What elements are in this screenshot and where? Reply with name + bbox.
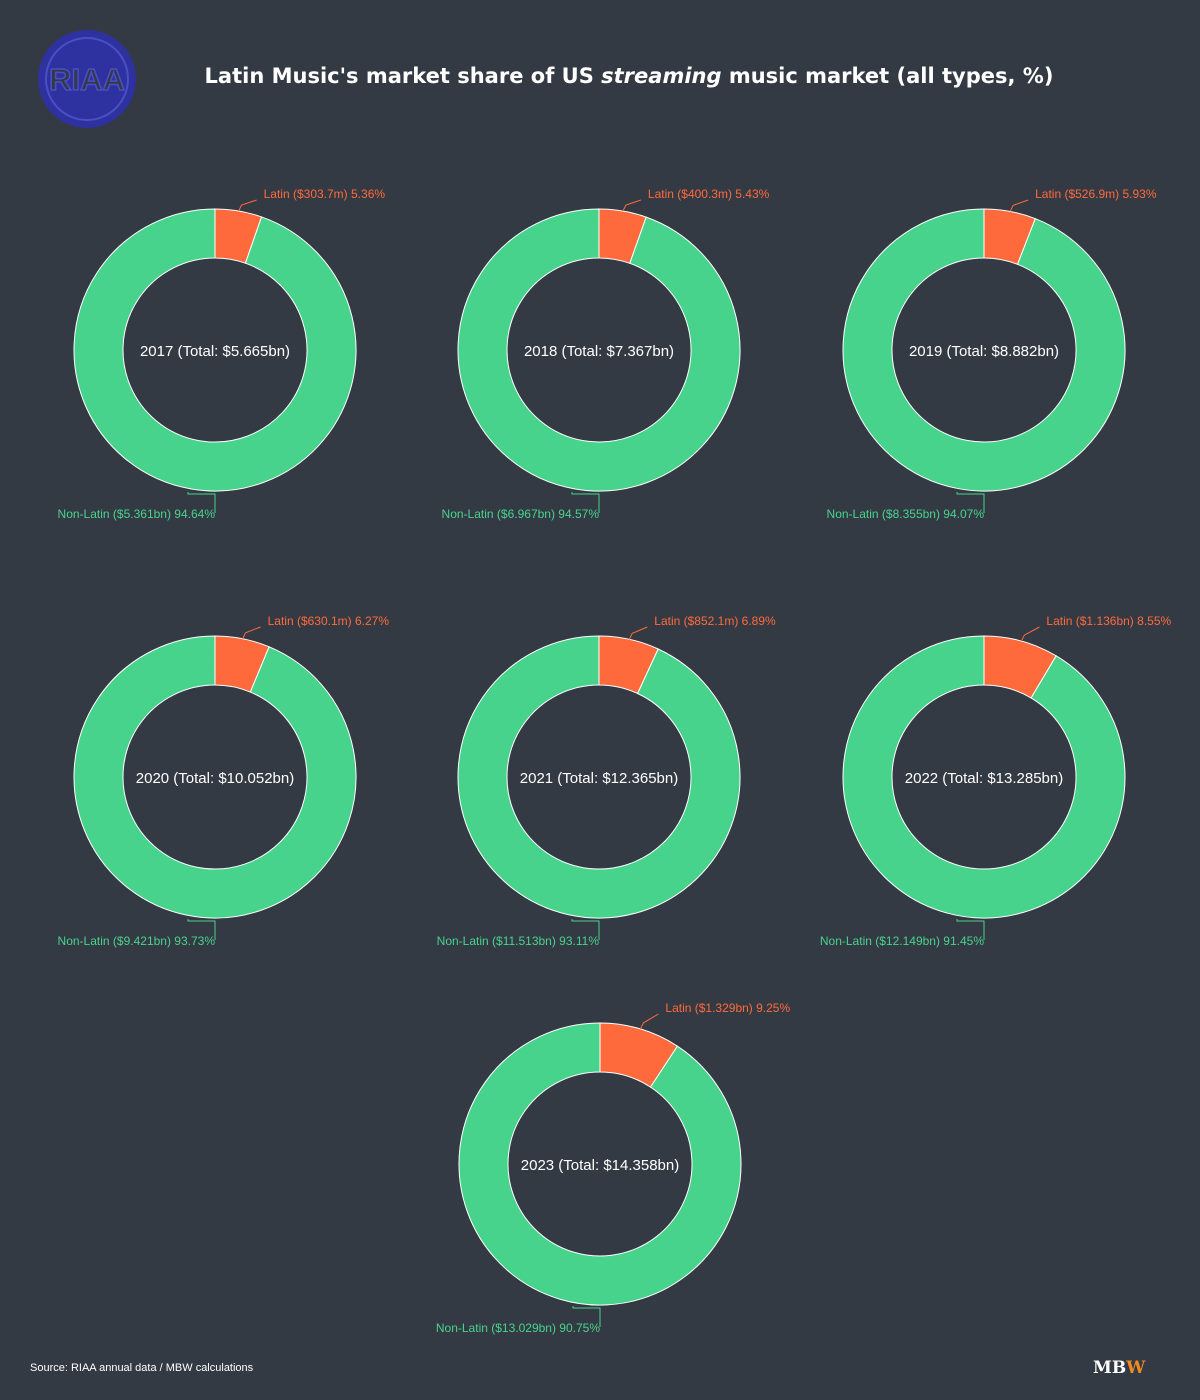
latin-slice-label: Latin ($1.329bn) 9.25% bbox=[665, 1001, 790, 1015]
non-latin-slice bbox=[457, 635, 741, 919]
latin-leader-line bbox=[1020, 626, 1040, 642]
latin-slice-label: Latin ($400.3m) 5.43% bbox=[648, 187, 770, 201]
latin-leader-line bbox=[1009, 199, 1029, 212]
non-latin-leader-line bbox=[187, 919, 216, 940]
non-latin-leader-line bbox=[956, 919, 985, 940]
non-latin-slice-label: Non-Latin ($9.421bn) 93.73% bbox=[58, 934, 216, 948]
latin-leader-line bbox=[242, 626, 261, 639]
center-label: 2022 (Total: $13.285bn) bbox=[905, 770, 1063, 787]
donut-chart: 2020 (Total: $10.052bn) Latin ($630.1m) 6… bbox=[58, 614, 390, 948]
non-latin-slice-label: Non-Latin ($5.361bn) 94.64% bbox=[58, 507, 216, 521]
latin-slice-label: Latin ($630.1m) 6.27% bbox=[268, 614, 390, 628]
non-latin-leader-line bbox=[187, 492, 216, 513]
donut-chart: 2021 (Total: $12.365bn) Latin ($852.1m) 6… bbox=[437, 614, 776, 948]
non-latin-slice bbox=[457, 208, 741, 492]
non-latin-slice-label: Non-Latin ($13.029bn) 90.75% bbox=[436, 1321, 600, 1335]
non-latin-leader-line bbox=[571, 919, 600, 940]
non-latin-slice-label: Non-Latin ($6.967bn) 94.57% bbox=[442, 507, 600, 521]
center-label: 2021 (Total: $12.365bn) bbox=[520, 770, 678, 787]
center-label: 2018 (Total: $7.367bn) bbox=[524, 343, 674, 360]
center-label: 2017 (Total: $5.665bn) bbox=[140, 343, 290, 360]
center-label: 2023 (Total: $14.358bn) bbox=[521, 1157, 679, 1174]
source-note: Source: RIAA annual data / MBW calculati… bbox=[30, 1362, 254, 1374]
chart-title: Latin Music's market share of US streami… bbox=[0, 64, 1200, 88]
latin-slice-label: Latin ($1.136bn) 8.55% bbox=[1046, 614, 1171, 628]
latin-slice-label: Latin ($852.1m) 6.89% bbox=[654, 614, 776, 628]
title-prefix: Latin Music's market share of US bbox=[204, 64, 602, 88]
non-latin-leader-line bbox=[956, 492, 985, 513]
non-latin-slice bbox=[458, 1022, 742, 1306]
donut-chart: 2017 (Total: $5.665bn) Latin ($303.7m) 5.… bbox=[58, 187, 386, 521]
non-latin-slice bbox=[73, 635, 357, 919]
non-latin-slice-label: Non-Latin ($11.513bn) 93.11% bbox=[437, 934, 600, 948]
riaa-logo-text: RIAA bbox=[49, 62, 125, 97]
latin-leader-line bbox=[622, 199, 642, 212]
non-latin-slice-label: Non-Latin ($12.149bn) 91.45% bbox=[820, 934, 984, 948]
mbw-logo-mb: MB bbox=[1093, 1358, 1127, 1378]
latin-leader-line bbox=[238, 199, 257, 212]
latin-slice-label: Latin ($526.9m) 5.93% bbox=[1035, 187, 1157, 201]
non-latin-slice bbox=[842, 635, 1126, 919]
donut-chart: 2018 (Total: $7.367bn) Latin ($400.3m) 5.… bbox=[442, 187, 770, 521]
latin-leader-line bbox=[639, 1013, 659, 1030]
mbw-logo: MBW bbox=[1093, 1358, 1145, 1378]
donut-chart: 2022 (Total: $13.285bn) Latin ($1.136bn) … bbox=[820, 614, 1172, 948]
non-latin-slice bbox=[73, 208, 357, 492]
riaa-logo-outer-ring bbox=[38, 30, 136, 128]
latin-leader-line bbox=[628, 626, 648, 640]
donut-chart: 2019 (Total: $8.882bn) Latin ($526.9m) 5.… bbox=[827, 187, 1157, 521]
non-latin-slice-label: Non-Latin ($8.355bn) 94.07% bbox=[827, 507, 985, 521]
title-suffix: music market (all types, %) bbox=[721, 64, 1054, 88]
latin-slice-label: Latin ($303.7m) 5.36% bbox=[264, 187, 386, 201]
riaa-logo-inner-ring bbox=[45, 37, 129, 121]
non-latin-leader-line bbox=[572, 1306, 601, 1327]
riaa-logo: RIAA bbox=[38, 30, 136, 128]
non-latin-slice bbox=[842, 208, 1126, 492]
center-label: 2019 (Total: $8.882bn) bbox=[909, 343, 1059, 360]
donut-chart: 2023 (Total: $14.358bn) Latin ($1.329bn) … bbox=[436, 1001, 791, 1335]
non-latin-leader-line bbox=[571, 492, 600, 513]
title-emphasis: streaming bbox=[601, 64, 722, 88]
center-label: 2020 (Total: $10.052bn) bbox=[136, 770, 294, 787]
mbw-logo-w: W bbox=[1126, 1358, 1146, 1378]
